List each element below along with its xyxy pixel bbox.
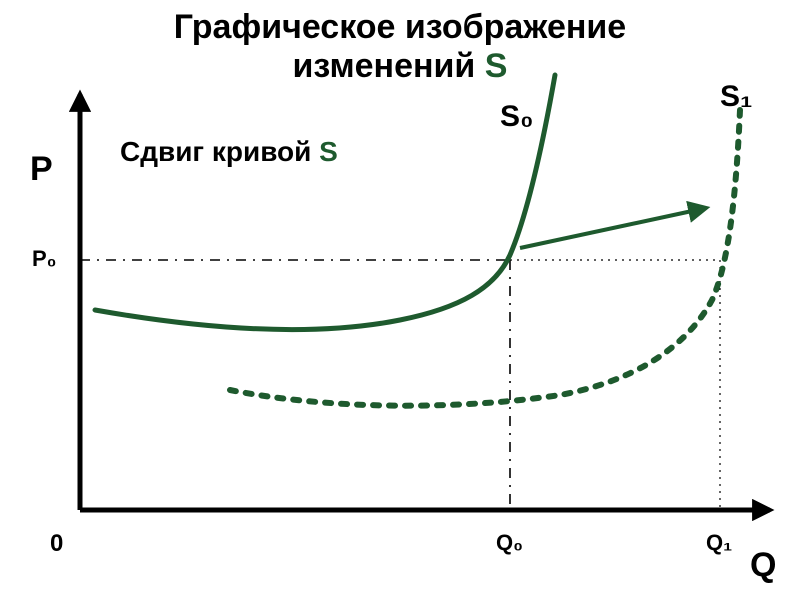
- supply-shift-chart: [0, 0, 800, 600]
